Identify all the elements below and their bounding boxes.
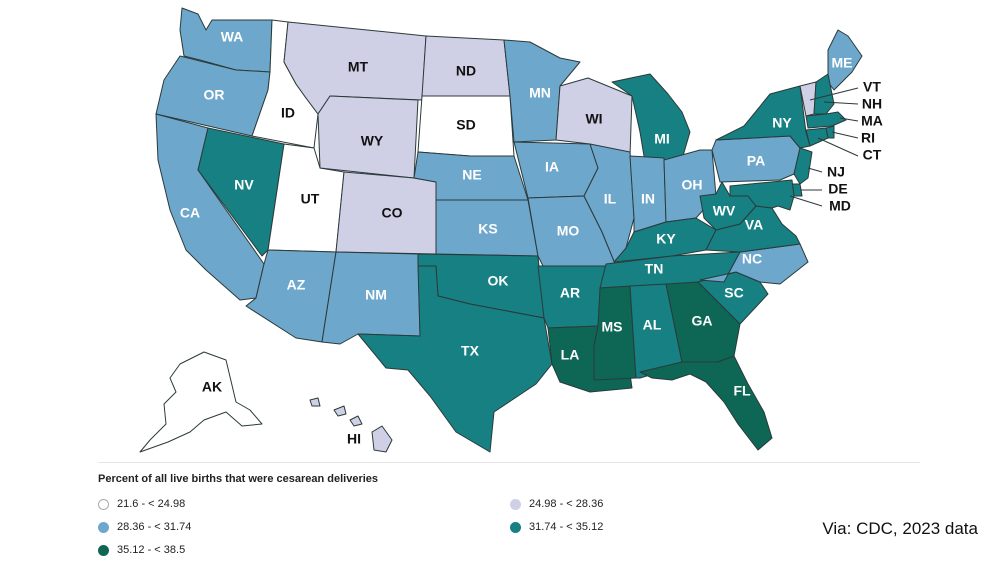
legend-swatch-icon xyxy=(98,521,109,533)
source-credit: Via: CDC, 2023 data xyxy=(822,519,978,538)
leader-lines xyxy=(789,87,859,207)
state-CT xyxy=(805,127,829,147)
label-RI: RI xyxy=(861,130,875,146)
label-AZ: AZ xyxy=(287,277,306,293)
legend-label: 31.74 - < 35.12 xyxy=(529,521,604,533)
leader-VT xyxy=(809,87,859,101)
state-TX xyxy=(357,265,553,453)
state-MD xyxy=(729,179,795,211)
label-WA: WA xyxy=(221,29,244,45)
leader-NH xyxy=(823,101,859,105)
legend-item: 35.12 - < 38.5 xyxy=(98,544,185,556)
legend-item: 31.74 - < 35.12 xyxy=(510,521,603,533)
label-AL: AL xyxy=(643,317,662,333)
label-OR: OR xyxy=(204,87,225,103)
label-ID: ID xyxy=(281,105,295,121)
label-SD: SD xyxy=(456,117,475,133)
state-HI xyxy=(309,397,393,453)
legend-item: 21.6 - < 24.98 xyxy=(98,498,185,510)
state-NC xyxy=(699,243,809,285)
legend-swatch-icon xyxy=(98,498,109,510)
label-ME: ME xyxy=(832,55,853,71)
label-CA: CA xyxy=(180,205,200,221)
label-NM: NM xyxy=(365,287,387,303)
state-NH xyxy=(813,73,835,115)
label-AK: AK xyxy=(202,379,222,395)
label-MS: MS xyxy=(602,319,623,335)
legend-title: Percent of all live births that were ces… xyxy=(98,473,379,485)
states-layer xyxy=(139,7,863,453)
label-TN: TN xyxy=(645,261,664,277)
state-NV xyxy=(197,127,285,257)
label-IL: IL xyxy=(604,191,617,207)
label-UT: UT xyxy=(301,191,320,207)
state-MA xyxy=(805,111,847,129)
legend-item: 28.36 - < 31.74 xyxy=(98,521,191,533)
legend-divider xyxy=(98,462,920,463)
label-CT: CT xyxy=(863,147,882,163)
legend-swatch-icon xyxy=(510,521,521,533)
legend-label: 28.36 - < 31.74 xyxy=(117,521,192,533)
legend-swatch-icon xyxy=(98,544,109,556)
label-DE: DE xyxy=(828,181,847,197)
legend-label: 35.12 - < 38.5 xyxy=(117,544,186,556)
state-NJ xyxy=(793,147,813,185)
label-CO: CO xyxy=(382,205,403,221)
state-MI xyxy=(611,73,691,169)
leader-CT xyxy=(817,137,859,157)
legend-item: 24.98 - < 28.36 xyxy=(510,498,603,510)
leader-MA xyxy=(839,117,859,122)
label-MN: MN xyxy=(529,85,551,101)
label-TX: TX xyxy=(461,343,480,359)
leader-MD xyxy=(789,195,823,207)
label-GA: GA xyxy=(692,313,713,329)
label-MA: MA xyxy=(861,113,883,129)
label-NY: NY xyxy=(772,115,792,131)
legend-label: 24.98 - < 28.36 xyxy=(529,498,604,510)
label-AR: AR xyxy=(560,285,580,301)
leader-RI xyxy=(831,131,859,139)
label-KY: KY xyxy=(656,231,676,247)
state-AK xyxy=(139,351,263,453)
label-MI: MI xyxy=(654,131,670,147)
label-NJ: NJ xyxy=(827,164,845,180)
label-WY: WY xyxy=(361,133,384,149)
label-SC: SC xyxy=(724,285,743,301)
label-IA: IA xyxy=(545,159,559,175)
label-MO: MO xyxy=(557,223,580,239)
state-WY xyxy=(317,95,419,179)
label-OH: OH xyxy=(682,177,703,193)
label-NV: NV xyxy=(234,177,254,193)
legend-swatch-icon xyxy=(510,498,521,510)
label-PA: PA xyxy=(747,153,765,169)
label-KS: KS xyxy=(478,221,497,237)
label-WI: WI xyxy=(585,111,602,127)
label-ND: ND xyxy=(456,63,476,79)
label-NC: NC xyxy=(742,251,762,267)
label-IN: IN xyxy=(641,191,655,207)
label-NE: NE xyxy=(462,167,481,183)
label-MT: MT xyxy=(348,59,369,75)
label-OK: OK xyxy=(488,273,509,289)
label-NH: NH xyxy=(862,96,882,112)
us-choropleth-map: WA OR CA ID NV UT AZ MT WY CO NM ND SD N… xyxy=(139,7,883,453)
label-FL: FL xyxy=(733,383,751,399)
label-MD: MD xyxy=(829,198,851,214)
state-FL xyxy=(639,355,773,451)
label-WV: WV xyxy=(713,203,736,219)
label-VT: VT xyxy=(863,79,881,95)
label-HI: HI xyxy=(347,431,361,447)
legend-label: 21.6 - < 24.98 xyxy=(117,498,186,510)
label-VA: VA xyxy=(745,217,763,233)
state-labels: WA OR CA ID NV UT AZ MT WY CO NM ND SD N… xyxy=(180,29,883,447)
leader-NJ xyxy=(807,167,823,173)
label-LA: LA xyxy=(561,347,580,363)
